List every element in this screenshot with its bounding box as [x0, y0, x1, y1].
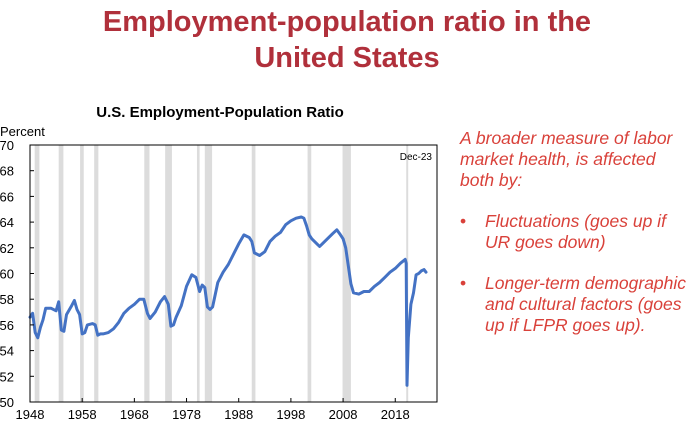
- x-tick-label: 1978: [172, 407, 201, 422]
- y-tick-label: 62: [0, 241, 14, 256]
- recession-band: [251, 145, 256, 402]
- y-tick-label: 52: [0, 369, 14, 384]
- y-tick-label: 50: [0, 395, 14, 410]
- side-text-panel: A broader measure of labor market health…: [460, 128, 692, 356]
- recession-band: [204, 145, 213, 402]
- recession-band: [342, 145, 351, 402]
- bullet-item-long-term-factors: • Longer-term demographic and cultural f…: [460, 273, 692, 336]
- y-tick-label: 70: [0, 138, 14, 153]
- chart-title: U.S. Employment-Population Ratio: [96, 104, 344, 121]
- series-line: [28, 215, 428, 387]
- recession-band: [196, 145, 200, 402]
- recession-band: [58, 145, 64, 402]
- slide-title: Employment-population ratio in the Unite…: [0, 4, 694, 76]
- bullet-text: Fluctuations (goes up if UR goes down): [485, 211, 666, 252]
- x-tick-label: 1948: [16, 407, 45, 422]
- y-tick-label: 64: [0, 215, 14, 230]
- bullet-text: Longer-term demographic and cultural fac…: [485, 273, 687, 335]
- recession-band: [80, 145, 84, 402]
- recession-band: [165, 145, 172, 402]
- x-tick-label: 1968: [120, 407, 149, 422]
- recession-band: [34, 145, 40, 402]
- y-tick-label: 56: [0, 318, 14, 333]
- side-intro-text: A broader measure of labor market health…: [460, 128, 673, 190]
- x-tick-label: 2018: [381, 407, 410, 422]
- series-layer: [28, 215, 428, 387]
- slide-title-line-2: United States: [254, 42, 440, 74]
- employment-population-chart: 50 52 54 56 58 60 62 64 66 68 70 1948 1958 1968 1978 19…: [0, 138, 438, 422]
- slide-title-line-1: Employment-population ratio in the: [102, 6, 592, 38]
- x-tick-label: 1958: [68, 407, 97, 422]
- bullet-marker: •: [460, 211, 467, 231]
- y-tick-label: 68: [0, 164, 14, 179]
- x-tick-label: 1998: [276, 407, 305, 422]
- axis-ticks: 50 52 54 56 58 60 62 64 66 68 70 1948 1958 1968 1978 19…: [0, 138, 410, 422]
- y-tick-label: 66: [0, 189, 14, 204]
- plot-frame: [29, 144, 438, 403]
- y-tick-label: 54: [0, 344, 14, 359]
- y-axis-unit-label: Percent: [0, 124, 45, 139]
- recession-band: [307, 145, 312, 402]
- x-tick-label: 2008: [329, 407, 358, 422]
- bullet-marker: •: [460, 273, 467, 293]
- x-tick-label: 1988: [224, 407, 253, 422]
- chart-annotation: Dec-23: [400, 152, 433, 163]
- bullet-item-fluctuations: • Fluctuations (goes up if UR goes down): [460, 211, 692, 253]
- recession-band: [94, 145, 99, 402]
- y-tick-label: 60: [0, 267, 14, 282]
- y-tick-label: 58: [0, 292, 14, 307]
- recession-band: [144, 145, 150, 402]
